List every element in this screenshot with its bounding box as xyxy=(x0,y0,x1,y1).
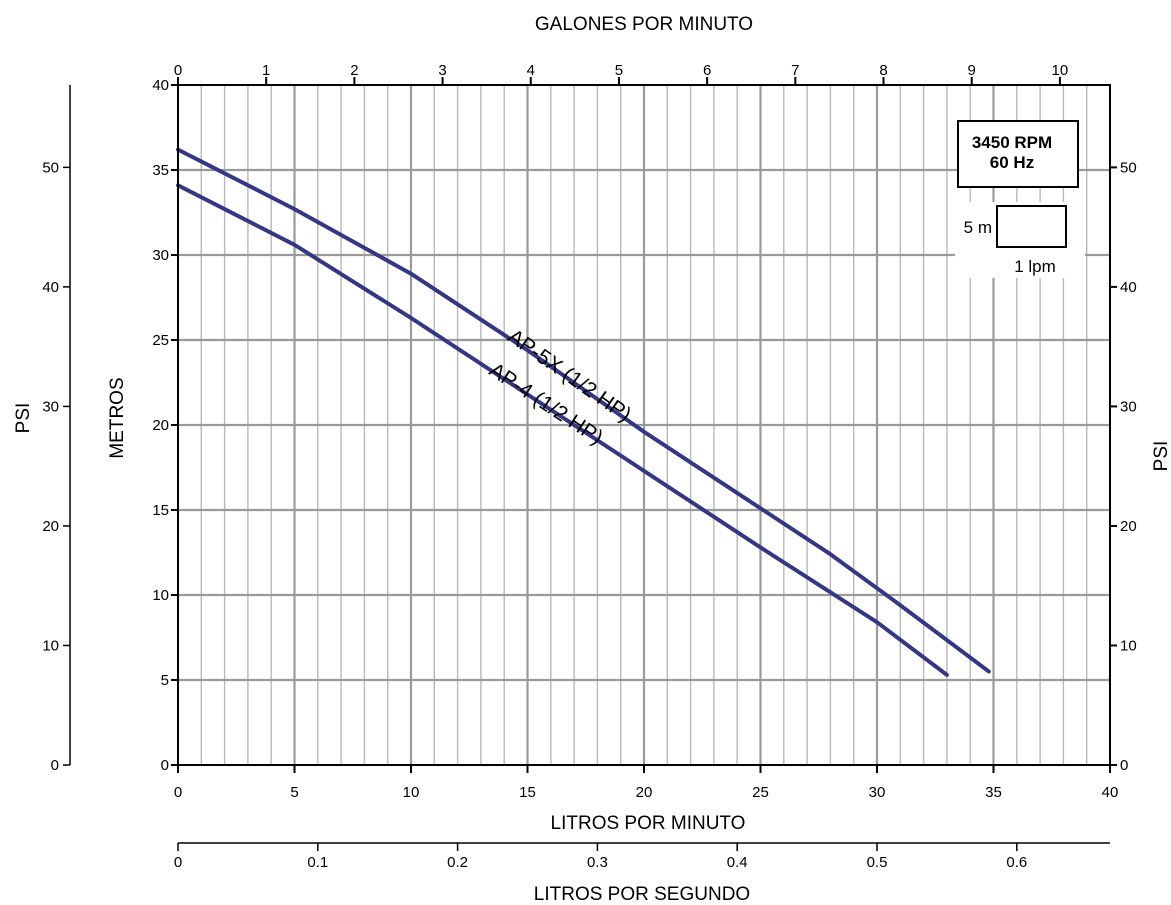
top-tick-label: 10 xyxy=(1052,62,1069,79)
psi-right-tick-label: 20 xyxy=(1120,518,1137,535)
psi-right-tick-label: 30 xyxy=(1120,398,1137,415)
psi-left-tick-label: 30 xyxy=(42,398,59,415)
y-tick-label: 35 xyxy=(152,162,169,179)
lps-tick-label: 0 xyxy=(174,854,182,871)
top-tick-label: 1 xyxy=(262,62,270,79)
psi-left-tick-label: 20 xyxy=(42,518,59,535)
psi-right-tick-label: 50 xyxy=(1120,159,1137,176)
lps-tick-label: 0.2 xyxy=(447,854,468,871)
psi-right-tick-label: 10 xyxy=(1120,637,1137,654)
legend-hz-text: 60 Hz xyxy=(990,153,1034,172)
legend-scale-lpm: 1 lpm xyxy=(1014,257,1056,276)
psi-right-axis-title: PSI xyxy=(1151,441,1171,472)
top-tick-label: 4 xyxy=(527,62,535,79)
y-axis-title: METROS xyxy=(107,377,128,458)
top-tick-label: 0 xyxy=(174,62,182,79)
y-tick-label: 15 xyxy=(152,502,169,519)
x-axis-title: LITROS POR MINUTO xyxy=(551,813,746,834)
y-tick-label: 40 xyxy=(152,77,169,94)
x-tick-label: 10 xyxy=(403,784,420,801)
pump-curves: AP-5X (1/2 HP)AP-4 (1/2 HP) xyxy=(176,147,991,677)
x-tick-label: 35 xyxy=(985,784,1002,801)
top-tick-label: 9 xyxy=(968,62,976,79)
top-tick-label: 3 xyxy=(438,62,446,79)
legend-box: 3450 RPM 60 Hz 5 m 1 lpm xyxy=(955,120,1085,278)
psi-left-tick-label: 50 xyxy=(42,159,59,176)
y-tick-label: 20 xyxy=(152,417,169,434)
legend-rpm-text: 3450 RPM xyxy=(972,133,1052,152)
top-tick-label: 8 xyxy=(879,62,887,79)
y-tick-label: 0 xyxy=(161,757,169,774)
y-tick-label: 25 xyxy=(152,332,169,349)
legend-scale-m: 5 m xyxy=(964,218,992,237)
x-tick-label: 25 xyxy=(752,784,769,801)
psi-left-axis-title: PSI xyxy=(13,403,34,434)
top-tick-label: 5 xyxy=(615,62,623,79)
x-tick-label: 5 xyxy=(290,784,298,801)
lps-tick-label: 0.3 xyxy=(587,854,608,871)
y-tick-label: 30 xyxy=(152,247,169,264)
lps-tick-label: 0.1 xyxy=(307,854,328,871)
psi-left-tick-label: 0 xyxy=(51,757,59,774)
lps-tick-label: 0.6 xyxy=(1006,854,1027,871)
lps-tick-label: 0.4 xyxy=(727,854,748,871)
grid-lines xyxy=(178,85,1110,765)
psi-left-tick-label: 40 xyxy=(42,279,59,296)
top-tick-label: 2 xyxy=(350,62,358,79)
series-line xyxy=(176,183,949,677)
psi-right-tick-label: 0 xyxy=(1120,757,1128,774)
legend-rpm-box xyxy=(957,120,1079,188)
bottom-axis-2-title: LITROS POR SEGUNDO xyxy=(534,884,750,905)
lps-tick-label: 0.5 xyxy=(867,854,888,871)
psi-right-tick-label: 40 xyxy=(1120,279,1137,296)
y-tick-label: 5 xyxy=(161,672,169,689)
x-tick-label: 30 xyxy=(869,784,886,801)
y-tick-label: 10 xyxy=(152,587,169,604)
top-axis-title: GALONES POR MINUTO xyxy=(535,14,753,35)
top-tick-label: 7 xyxy=(791,62,799,79)
x-tick-label: 0 xyxy=(174,784,182,801)
x-tick-label: 40 xyxy=(1102,784,1119,801)
x-tick-label: 15 xyxy=(519,784,536,801)
top-tick-label: 6 xyxy=(703,62,711,79)
psi-left-tick-label: 10 xyxy=(42,637,59,654)
series-line xyxy=(176,147,991,674)
x-tick-label: 20 xyxy=(636,784,653,801)
legend-scale-box xyxy=(996,205,1067,248)
